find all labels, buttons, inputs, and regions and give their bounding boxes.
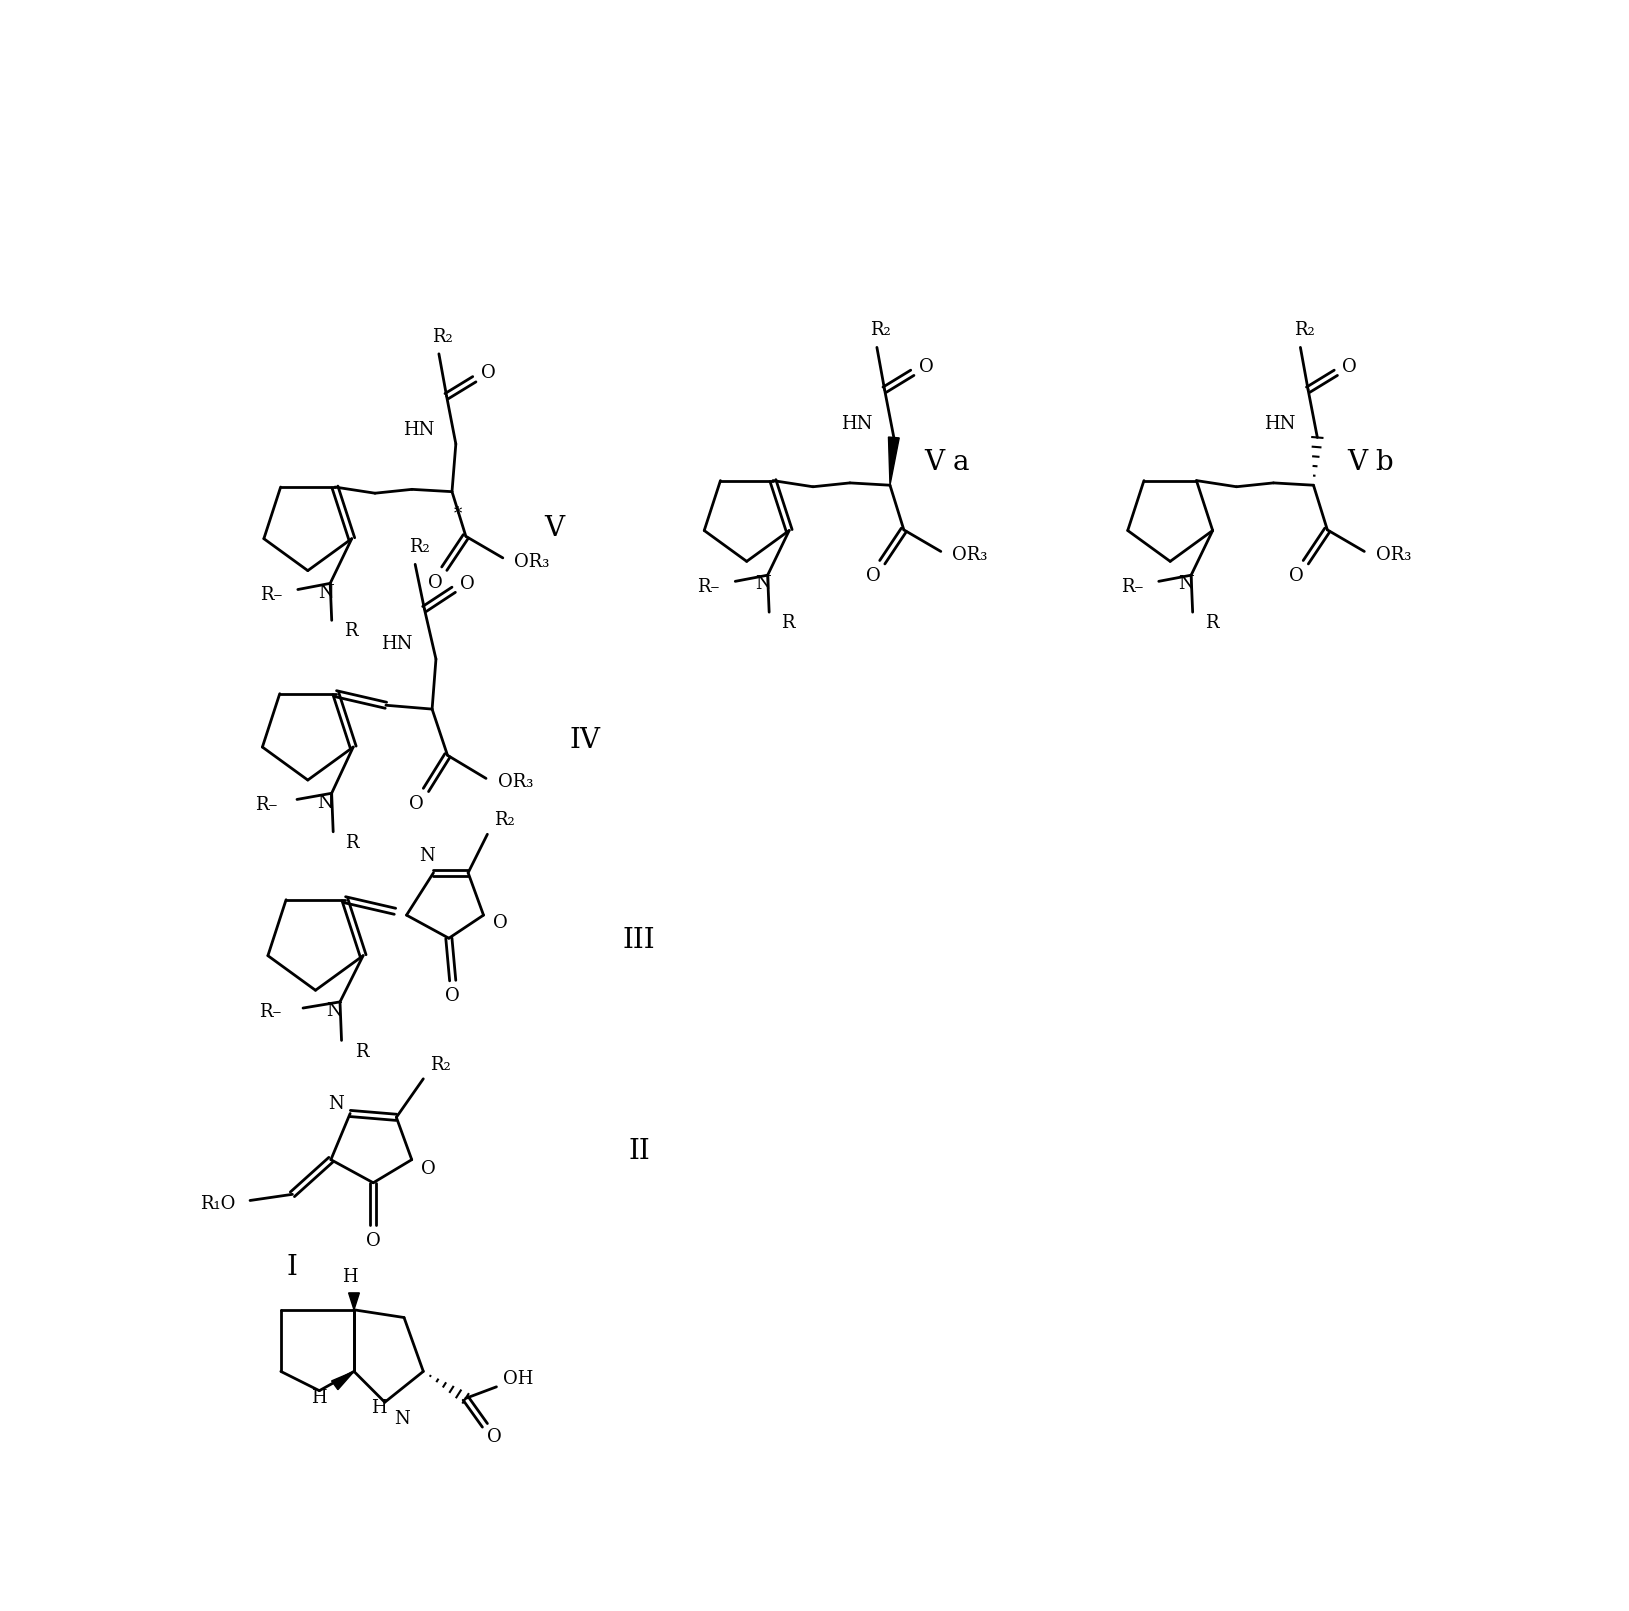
Text: R: R xyxy=(345,834,358,852)
Text: O: O xyxy=(1342,358,1357,375)
Text: O: O xyxy=(481,364,495,382)
Text: OR₃: OR₃ xyxy=(515,553,549,570)
Text: O: O xyxy=(487,1427,502,1445)
Text: R₂: R₂ xyxy=(432,329,453,346)
Text: V: V xyxy=(544,516,564,541)
Text: O: O xyxy=(865,567,880,585)
Text: II: II xyxy=(629,1139,650,1165)
Text: N: N xyxy=(419,847,435,865)
Text: R–: R– xyxy=(1121,578,1144,596)
Text: V b: V b xyxy=(1347,449,1394,477)
Text: H: H xyxy=(342,1268,358,1287)
Polygon shape xyxy=(332,1371,353,1390)
Text: O: O xyxy=(445,988,459,1005)
Text: O: O xyxy=(494,913,508,931)
Text: R–: R– xyxy=(259,1004,282,1021)
Text: N: N xyxy=(318,583,334,601)
Text: N: N xyxy=(326,1002,342,1020)
Text: O: O xyxy=(919,358,933,375)
Text: O: O xyxy=(459,575,476,593)
Text: H: H xyxy=(311,1389,327,1408)
Text: O: O xyxy=(428,574,443,591)
Text: N: N xyxy=(394,1410,409,1429)
Text: R₂: R₂ xyxy=(430,1055,451,1075)
Text: R₁O: R₁O xyxy=(200,1195,236,1213)
Text: *: * xyxy=(454,506,463,524)
Text: OR₃: OR₃ xyxy=(497,773,533,791)
Text: HN: HN xyxy=(402,420,435,440)
Text: HN: HN xyxy=(1264,414,1295,433)
Text: R–: R– xyxy=(697,578,720,596)
Text: R₂: R₂ xyxy=(494,812,515,830)
Text: R₂: R₂ xyxy=(409,538,430,556)
Text: V a: V a xyxy=(924,449,969,477)
Text: O: O xyxy=(422,1160,437,1178)
Text: III: III xyxy=(622,926,655,954)
Text: HN: HN xyxy=(841,414,872,433)
Text: R₂: R₂ xyxy=(1293,322,1315,340)
Text: OH: OH xyxy=(503,1369,533,1389)
Text: OR₃: OR₃ xyxy=(953,546,987,564)
Text: HN: HN xyxy=(381,635,412,652)
Text: O: O xyxy=(409,794,424,814)
Text: O: O xyxy=(1289,567,1303,585)
Text: H: H xyxy=(371,1400,386,1418)
Text: R: R xyxy=(1205,614,1218,632)
Text: R: R xyxy=(782,614,795,632)
Text: R₂: R₂ xyxy=(870,322,891,340)
Text: O: O xyxy=(367,1231,381,1250)
Text: R–: R– xyxy=(256,796,277,814)
Polygon shape xyxy=(888,437,899,485)
Text: R: R xyxy=(355,1042,368,1062)
Text: OR₃: OR₃ xyxy=(1377,546,1411,564)
Text: N: N xyxy=(1179,575,1194,593)
Text: I: I xyxy=(287,1253,298,1281)
Text: N: N xyxy=(318,794,334,812)
Text: IV: IV xyxy=(570,727,601,754)
Text: R–: R– xyxy=(261,586,282,604)
Text: R: R xyxy=(344,622,357,640)
Text: N: N xyxy=(329,1095,344,1113)
Polygon shape xyxy=(349,1294,360,1310)
Text: N: N xyxy=(756,575,771,593)
